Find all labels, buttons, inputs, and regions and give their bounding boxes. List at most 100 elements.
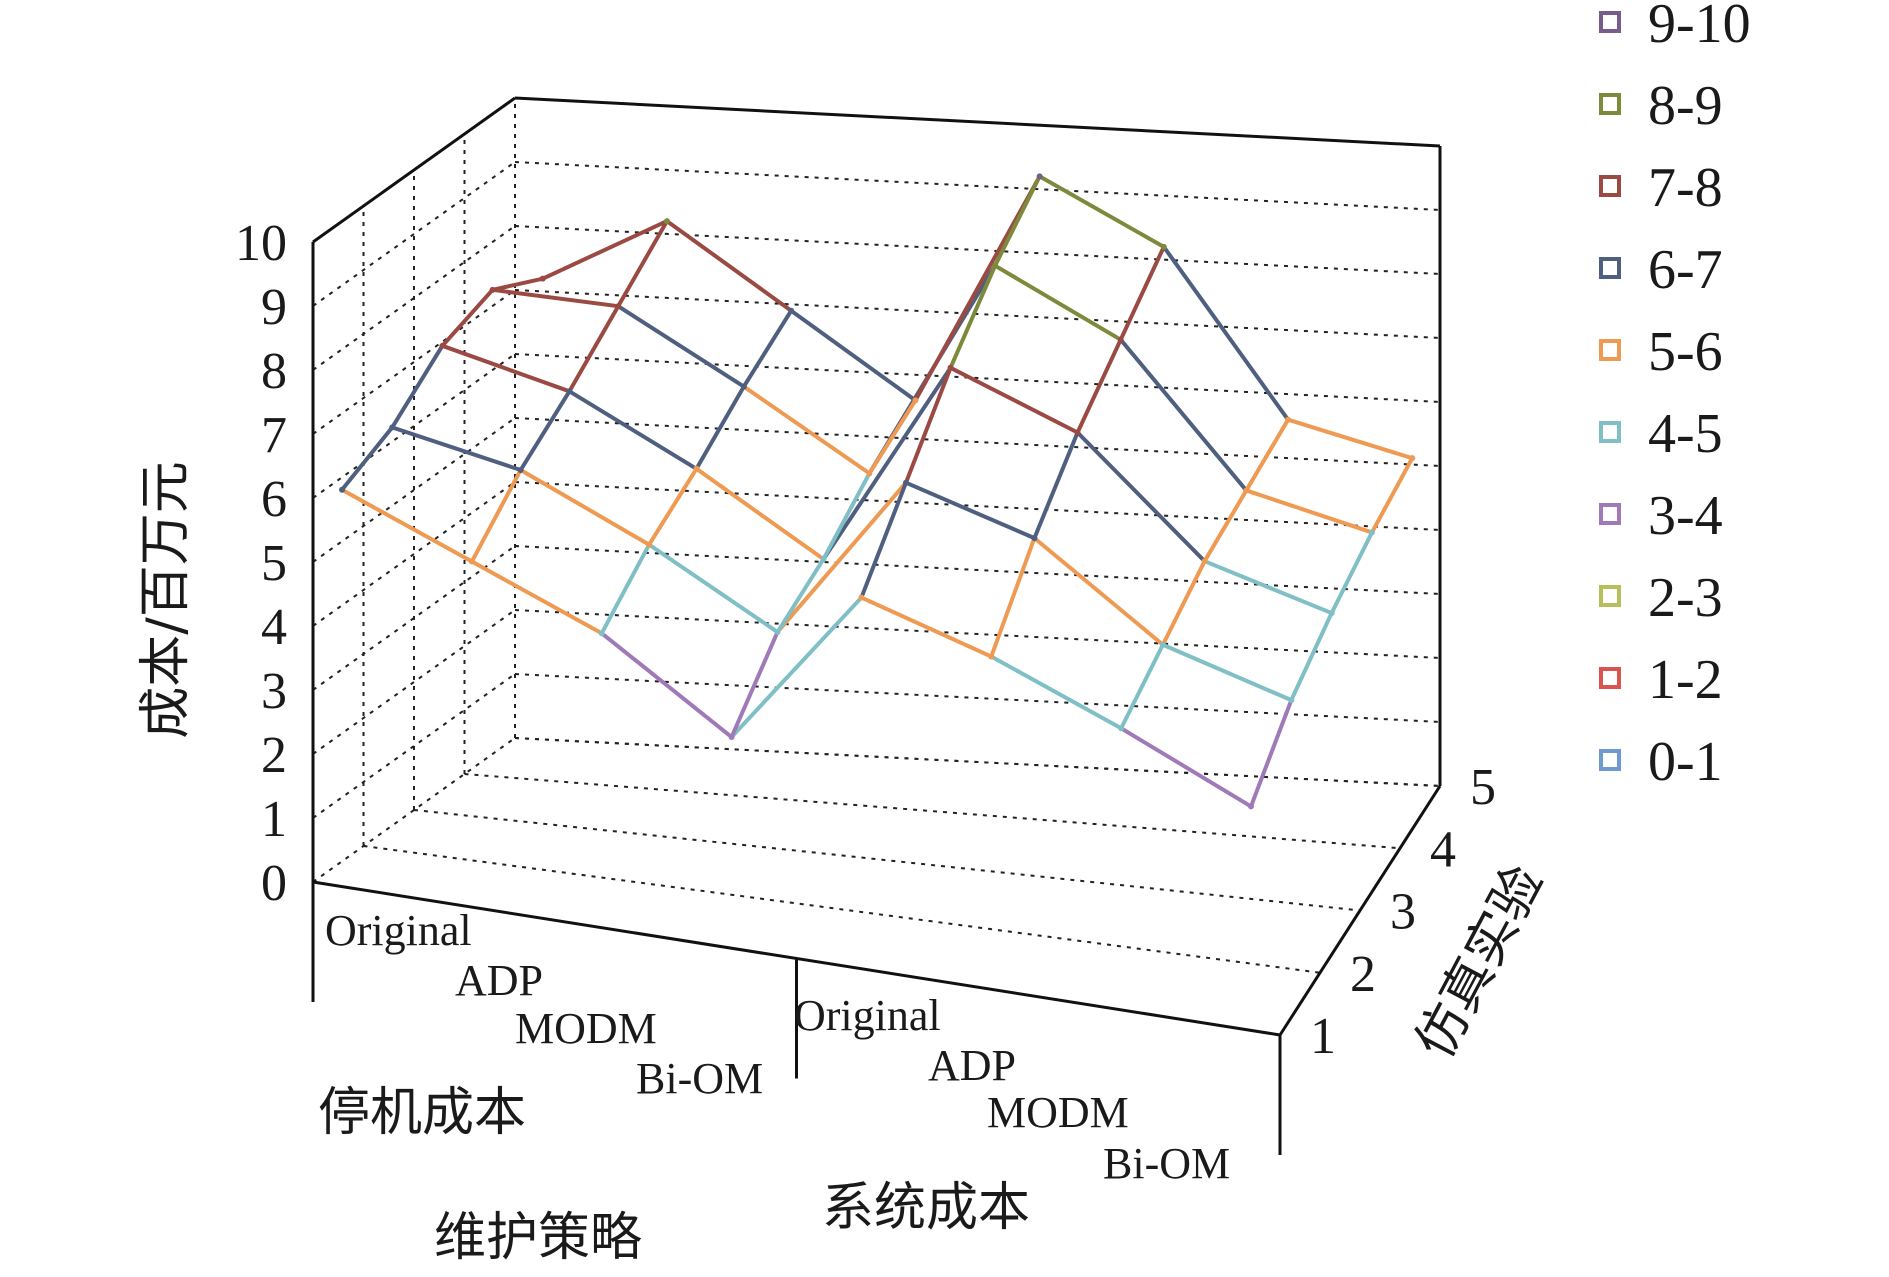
legend-swatch [1599, 93, 1621, 115]
surface-point [992, 262, 999, 269]
surface-point [566, 388, 573, 395]
legend: 9-10 8-9 7-8 6-7 5-6 4-5 3-4 2-3 1-2 0-1 [1599, 0, 1751, 793]
surface-point [517, 467, 524, 474]
legend-label: 7-8 [1648, 157, 1723, 219]
surface-point [1118, 725, 1125, 732]
surface-line [1286, 417, 1415, 461]
surface-point [1036, 173, 1043, 180]
surface-line [599, 631, 734, 740]
surface-line [1160, 642, 1294, 703]
x-tick-label: MODM [987, 1088, 1129, 1137]
x-tick-label: MODM [515, 1004, 657, 1053]
legend-swatch [1599, 257, 1621, 279]
surface-line [567, 389, 699, 471]
z-grid-line [312, 481, 516, 627]
legend-label: 2-3 [1648, 567, 1723, 629]
x-tick-label: Bi-OM [636, 1054, 763, 1103]
surface-line [1289, 611, 1334, 703]
group-label-downtime: 停机成本 [318, 1083, 526, 1143]
surface-line [469, 468, 523, 564]
z-tick-label: 5 [261, 535, 287, 592]
surface-line [903, 365, 953, 485]
z-tick-label: 7 [261, 407, 287, 464]
surface-point [902, 479, 909, 486]
surface-point [1247, 803, 1254, 810]
surface-line [340, 487, 474, 564]
x-tick-label: ADP [455, 956, 543, 1005]
surface-line [664, 219, 794, 313]
surface-point [615, 303, 622, 310]
surface-line [1119, 726, 1253, 809]
surface-line [599, 542, 652, 636]
z-grid-line [312, 417, 516, 563]
legend-swatch [1599, 339, 1621, 361]
surface-line [993, 174, 1042, 268]
surface-point [858, 594, 865, 601]
surface-line [989, 536, 1037, 659]
surface-point [1328, 610, 1335, 617]
surface-line [989, 654, 1124, 731]
legend-swatch [1599, 585, 1621, 607]
surface-line [1202, 488, 1249, 564]
legend-label: 4-5 [1648, 403, 1723, 465]
surface-point [1074, 429, 1081, 436]
x-axis-label: 维护策略 [434, 1208, 642, 1268]
surface-point [788, 307, 795, 314]
surface-point [1160, 243, 1167, 250]
legend-swatch [1599, 749, 1621, 771]
z-tick-label: 3 [261, 663, 287, 720]
legend-swatch [1599, 667, 1621, 689]
z-tick-label: 2 [261, 727, 287, 784]
surface-line [1202, 559, 1334, 616]
surface-point [439, 342, 446, 349]
z-tick-label: 10 [235, 215, 287, 272]
axis-labels: 成本/百万元 仿真实验 维护策略 停机成本 系统成本 [136, 461, 1555, 1268]
surface-line [616, 219, 669, 309]
surface-point [988, 653, 995, 660]
surface-line [340, 425, 395, 492]
surface-line [1119, 642, 1165, 731]
surface-point [693, 465, 700, 472]
surface-line [741, 384, 872, 476]
surface-line [741, 308, 794, 389]
surface-line [490, 276, 545, 292]
y-axis-label: 仿真实验 [1405, 856, 1556, 1068]
surface-point [339, 486, 346, 493]
surface-line [1244, 417, 1291, 493]
surface-point [468, 558, 475, 565]
legend-label: 1-2 [1648, 649, 1723, 711]
z-grid-line [514, 353, 1441, 403]
surface-line [948, 263, 998, 370]
surface-line [694, 466, 826, 562]
surface-point [489, 286, 496, 293]
surface-point [1201, 558, 1208, 565]
surface-line [1248, 698, 1294, 809]
legend-label: 3-4 [1648, 485, 1723, 547]
surface-line [1118, 337, 1249, 493]
surface-point [389, 424, 396, 431]
surface-line [1032, 536, 1165, 647]
surface-line [1075, 337, 1123, 435]
y-grid-line [464, 773, 1401, 850]
surface-mesh [339, 173, 1416, 810]
surface-point [1031, 535, 1038, 542]
surface-line [859, 595, 994, 659]
axis-edge [312, 96, 516, 244]
surface-line [1161, 244, 1291, 422]
surface-line [948, 365, 1080, 435]
surface-point [663, 218, 670, 225]
surface-point [1285, 416, 1292, 423]
surface-line [490, 287, 621, 309]
surface-point [539, 275, 546, 282]
z-grid-line [312, 609, 516, 755]
surface-line [567, 304, 621, 394]
surface-point [947, 364, 954, 371]
legend-label: 6-7 [1648, 239, 1723, 301]
y-tick-label: 4 [1430, 821, 1456, 878]
y-tick-label: 3 [1390, 884, 1416, 941]
surface-line [518, 468, 652, 547]
legend-swatch [1599, 503, 1621, 525]
z-tick-label: 0 [261, 855, 287, 912]
surface-line [1032, 430, 1080, 541]
y-tick-label: 1 [1310, 1008, 1336, 1065]
